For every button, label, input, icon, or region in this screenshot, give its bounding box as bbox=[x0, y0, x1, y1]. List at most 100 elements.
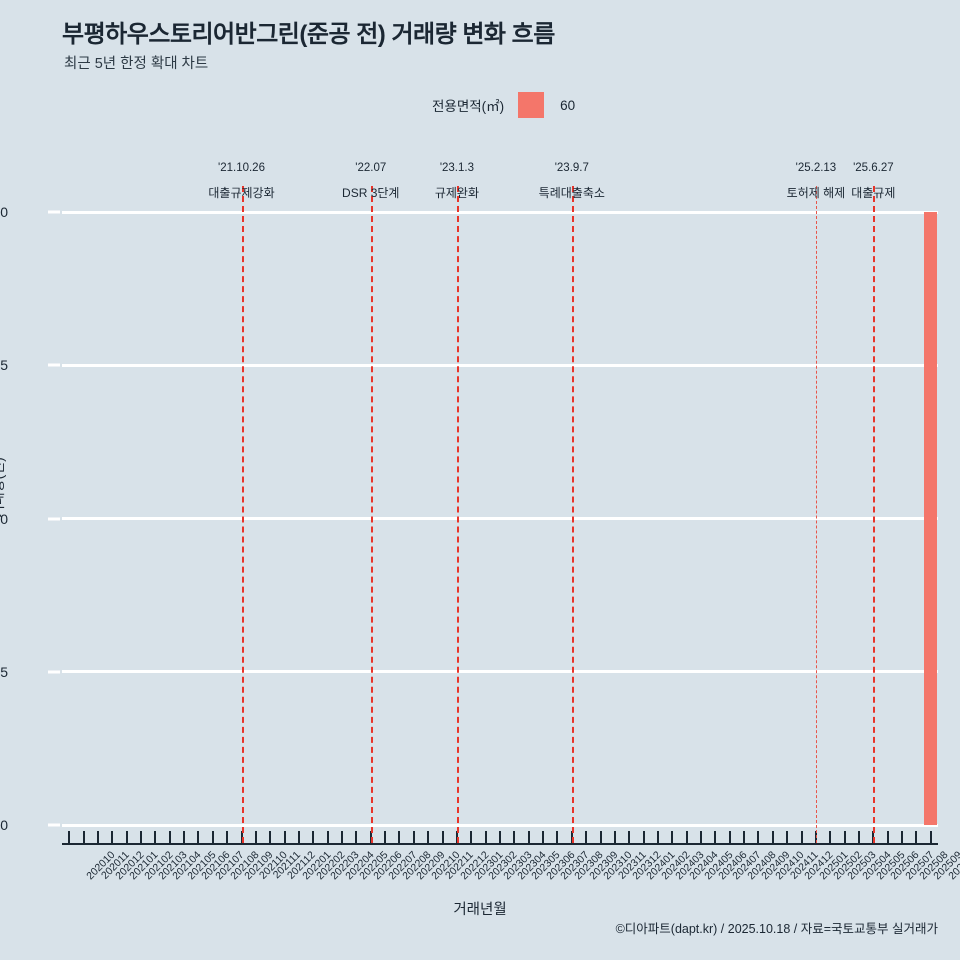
x-axis-title: 거래년월 bbox=[453, 902, 507, 918]
y-tick-mark bbox=[48, 670, 60, 674]
x-tick-mark bbox=[829, 831, 832, 843]
y-tick-mark bbox=[48, 517, 60, 520]
x-tick-mark bbox=[68, 831, 71, 843]
x-tick-mark bbox=[771, 831, 774, 843]
x-tick-mark bbox=[341, 831, 344, 843]
x-tick-mark bbox=[441, 831, 444, 843]
footer-credit: ©디아파트(dapt.kr) / 2025.10.18 / 자료=국토교통부 실… bbox=[615, 922, 938, 936]
x-tick-mark bbox=[513, 831, 516, 843]
event-name-label: 대출규제 bbox=[851, 186, 896, 200]
y-tick-label: 1.5 bbox=[0, 357, 8, 374]
gridline bbox=[62, 517, 938, 520]
event-date-label: '25.2.13 bbox=[795, 162, 837, 174]
event-date-label: '25.6.27 bbox=[853, 162, 894, 174]
x-tick-mark bbox=[297, 831, 300, 843]
event-line bbox=[815, 186, 817, 843]
gridline bbox=[62, 670, 938, 674]
x-tick-mark bbox=[326, 831, 329, 843]
x-tick-mark bbox=[556, 831, 559, 843]
x-tick-mark bbox=[211, 831, 214, 843]
x-tick-mark bbox=[901, 831, 904, 843]
y-tick-label: 0.0 bbox=[0, 817, 8, 833]
plot-area bbox=[62, 210, 938, 827]
x-tick-mark bbox=[384, 831, 387, 843]
x-tick-mark bbox=[685, 831, 688, 843]
y-tick-label: 2.0 bbox=[0, 204, 8, 220]
x-tick-mark bbox=[254, 831, 257, 843]
event-line bbox=[873, 186, 876, 843]
x-tick-mark bbox=[168, 831, 171, 843]
event-name-label: 특례대출축소 bbox=[538, 186, 605, 200]
legend-title: 전용면적(㎡) bbox=[432, 99, 505, 114]
event-date-label: '21.10.26 bbox=[218, 162, 265, 174]
x-tick-mark bbox=[484, 831, 487, 843]
x-tick-mark bbox=[642, 831, 645, 843]
x-tick-mark bbox=[125, 831, 128, 843]
x-tick-mark bbox=[283, 831, 286, 843]
x-tick-mark bbox=[886, 831, 889, 843]
event-name-label: 토허제 해제 bbox=[786, 186, 846, 200]
x-tick-mark bbox=[82, 831, 85, 843]
x-tick-mark bbox=[628, 831, 631, 843]
x-tick-mark bbox=[843, 831, 846, 843]
x-tick-mark bbox=[111, 831, 114, 843]
x-tick-mark bbox=[585, 831, 588, 843]
x-tick-mark bbox=[197, 831, 200, 843]
x-tick-mark bbox=[226, 831, 229, 843]
x-tick-mark bbox=[700, 831, 703, 843]
legend-label-60: 60 bbox=[560, 97, 576, 113]
event-line bbox=[370, 186, 373, 843]
x-tick-mark bbox=[398, 831, 401, 843]
y-tick-label: 1.0 bbox=[0, 510, 8, 527]
x-tick-mark bbox=[714, 831, 717, 843]
x-tick-mark bbox=[427, 831, 430, 843]
x-tick-mark bbox=[613, 831, 616, 843]
event-line bbox=[241, 186, 244, 843]
x-tick-mark bbox=[786, 831, 789, 843]
x-tick-mark bbox=[470, 831, 473, 843]
x-tick-mark bbox=[154, 831, 157, 843]
x-tick-mark bbox=[183, 831, 186, 843]
event-name-label: 대출규제강화 bbox=[208, 186, 275, 200]
x-tick-mark bbox=[96, 831, 99, 843]
x-tick-mark bbox=[743, 831, 746, 843]
event-line bbox=[456, 186, 459, 843]
x-tick-mark bbox=[728, 831, 731, 843]
x-axis-line bbox=[62, 843, 938, 845]
legend-swatch-60 bbox=[518, 92, 545, 118]
x-tick-mark bbox=[858, 831, 861, 843]
bar[interactable] bbox=[924, 212, 938, 825]
event-date-label: '23.1.3 bbox=[439, 162, 474, 174]
event-name-label: 규제완화 bbox=[434, 186, 479, 200]
x-tick-mark bbox=[312, 831, 315, 843]
chart-legend: 전용면적(㎡) 60 bbox=[432, 92, 575, 118]
page-title: 부평하우스토리어반그린(준공 전) 거래량 변화 흐름 bbox=[62, 21, 555, 48]
x-tick-mark bbox=[915, 831, 918, 843]
page-subtitle: 최근 5년 한정 확대 차트 bbox=[64, 56, 209, 72]
x-tick-mark bbox=[929, 831, 932, 843]
event-date-label: '23.9.7 bbox=[554, 162, 589, 174]
gridline bbox=[62, 823, 938, 827]
x-tick-mark bbox=[412, 831, 415, 843]
x-tick-mark bbox=[269, 831, 272, 843]
x-tick-mark bbox=[800, 831, 803, 843]
x-tick-mark bbox=[355, 831, 358, 843]
x-tick-mark bbox=[499, 831, 501, 843]
x-tick-mark bbox=[656, 831, 659, 843]
gridline bbox=[62, 363, 938, 367]
x-tick-mark bbox=[527, 831, 530, 843]
x-tick-mark bbox=[671, 831, 674, 843]
x-tick-mark bbox=[542, 831, 545, 843]
gridline bbox=[62, 210, 938, 214]
y-tick-label: 0.5 bbox=[0, 663, 8, 680]
x-tick-mark bbox=[139, 831, 142, 843]
y-tick-mark bbox=[48, 363, 60, 367]
event-line bbox=[571, 186, 574, 843]
y-tick-mark bbox=[48, 823, 60, 827]
y-tick-mark bbox=[48, 210, 60, 214]
x-tick-mark bbox=[757, 831, 760, 843]
event-date-label: '22.07 bbox=[355, 162, 387, 174]
y-axis-title: 거래량(건) bbox=[0, 457, 6, 518]
event-name-label: DSR 3단계 bbox=[342, 186, 400, 200]
